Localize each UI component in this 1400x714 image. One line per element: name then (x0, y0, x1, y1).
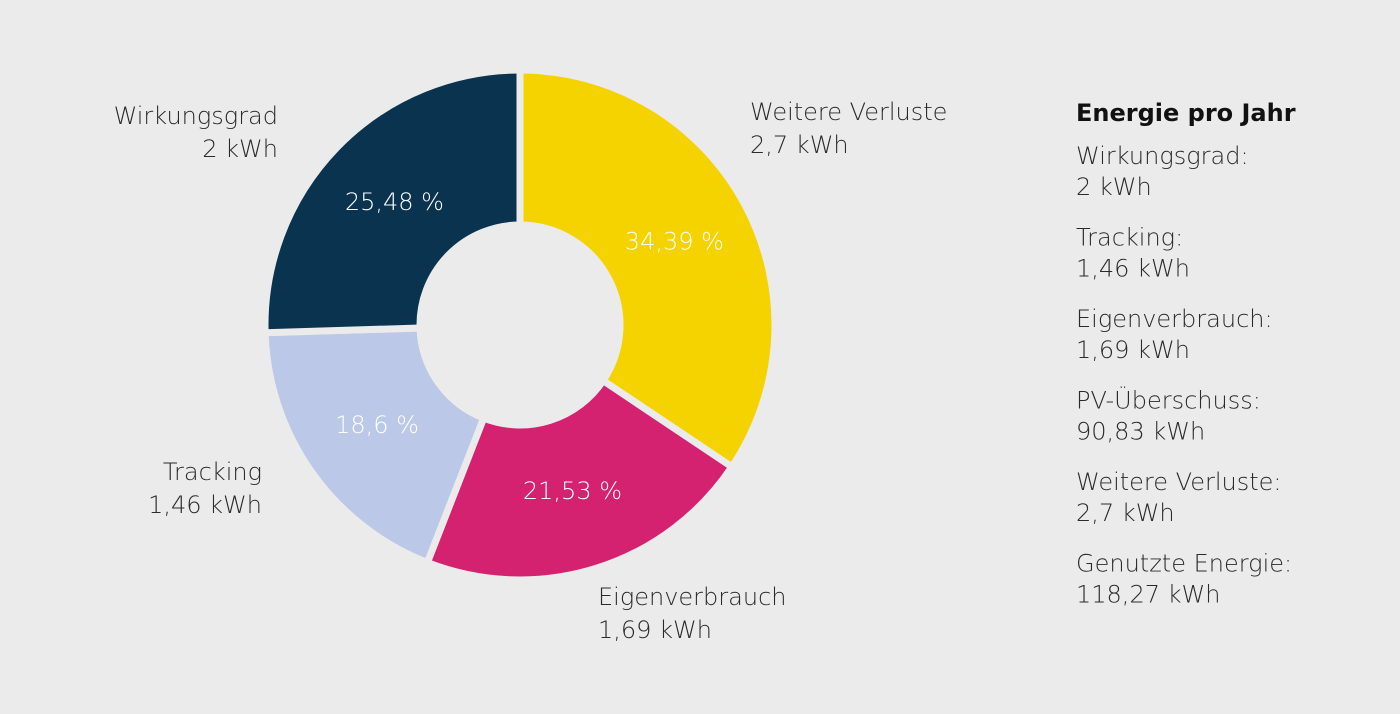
summary-value: 118,27 kWh (1076, 581, 1220, 609)
summary-value: 2,7 kWh (1076, 499, 1175, 527)
summary-value: 90,83 kWh (1076, 418, 1205, 446)
category-label: Weitere Verluste (750, 98, 947, 126)
summary-label: Genutzte Energie: (1076, 550, 1292, 578)
summary-label: Eigenverbrauch: (1076, 305, 1273, 333)
summary-title: Energie pro Jahr (1076, 99, 1296, 127)
summary-value: 1,69 kWh (1076, 336, 1190, 364)
value-label: 34,39 % (625, 228, 724, 256)
value-label: 21,53 % (523, 477, 622, 505)
category-sublabel: 2,7 kWh (750, 131, 849, 159)
summary-label: Wirkungsgrad: (1076, 142, 1249, 170)
value-label: 25,48 % (345, 188, 444, 216)
donut-segment (516, 66, 779, 472)
summary-value: 2 kWh (1076, 173, 1152, 201)
donut-segment (261, 66, 524, 337)
summary-label: Tracking: (1076, 224, 1183, 252)
category-label: Wirkungsgrad (114, 102, 278, 130)
donut-segment (422, 375, 737, 584)
value-label: 18,6 % (335, 411, 419, 439)
donut-segment (261, 324, 489, 568)
category-label: Tracking (163, 458, 262, 486)
category-sublabel: 2 kWh (202, 135, 278, 163)
category-sublabel: 1,46 kWh (148, 491, 262, 519)
category-label: Eigenverbrauch (598, 583, 786, 611)
category-sublabel: 1,69 kWh (598, 616, 712, 644)
summary-label: Weitere Verluste: (1076, 468, 1282, 496)
summary-label: PV-Überschuss: (1076, 385, 1261, 415)
summary-value: 1,46 kWh (1076, 255, 1190, 283)
